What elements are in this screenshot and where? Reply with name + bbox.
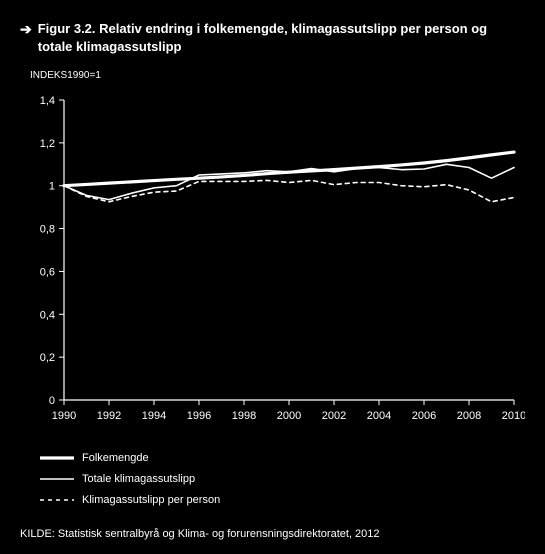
- legend-swatch-2: [40, 474, 74, 484]
- svg-text:0,8: 0,8: [40, 224, 55, 236]
- index-label: INDEKS1990=1: [30, 70, 101, 81]
- figure-container: { "title_prefix": "Figur 3.2.", "title_r…: [0, 0, 545, 554]
- legend-item-totale: Totale klimagassutslipp: [40, 469, 220, 490]
- svg-text:1,4: 1,4: [40, 95, 55, 107]
- svg-text:1990: 1990: [52, 410, 76, 422]
- svg-text:1998: 1998: [232, 410, 256, 422]
- svg-text:2002: 2002: [322, 410, 346, 422]
- svg-text:1992: 1992: [97, 410, 121, 422]
- legend-label-2: Totale klimagassutslipp: [82, 469, 195, 490]
- legend-item-perperson: Klimagassutslipp per person: [40, 490, 220, 511]
- arrow-icon: ➔: [20, 20, 32, 38]
- legend-swatch-3: [40, 495, 74, 505]
- source-line: KILDE: Statistisk sentralbyrå og Klima- …: [20, 528, 380, 540]
- svg-text:2004: 2004: [367, 410, 391, 422]
- figure-title-text: Relativ endring i folkemengde, klimagass…: [38, 21, 487, 54]
- svg-text:0: 0: [49, 395, 55, 407]
- legend-label-1: Folkemengde: [82, 448, 149, 469]
- line-chart: 0 0,2 0,4 0,6 0,8 1 1,2 1,4 1990 1992 1994 1996 1998…: [20, 90, 525, 430]
- legend-swatch-1: [40, 453, 74, 463]
- legend: Folkemengde Totale klimagassutslipp Klim…: [40, 448, 220, 511]
- chart-area: 0 0,2 0,4 0,6 0,8 1 1,2 1,4 1990 1992 1994 1996 1998…: [20, 90, 525, 430]
- svg-text:2006: 2006: [412, 410, 436, 422]
- svg-text:0,2: 0,2: [40, 352, 55, 364]
- svg-text:2000: 2000: [277, 410, 301, 422]
- svg-text:0,4: 0,4: [40, 309, 55, 321]
- svg-text:1996: 1996: [187, 410, 211, 422]
- svg-text:1994: 1994: [142, 410, 166, 422]
- title-row: ➔ Figur 3.2. Relativ endring i folkemeng…: [20, 20, 525, 55]
- svg-text:1,2: 1,2: [40, 138, 55, 150]
- svg-text:2010: 2010: [502, 410, 525, 422]
- figure-title: Figur 3.2. Relativ endring i folkemengde…: [38, 20, 525, 55]
- figure-number: Figur 3.2.: [38, 21, 96, 36]
- svg-text:1: 1: [49, 181, 55, 193]
- svg-text:2008: 2008: [457, 410, 481, 422]
- legend-item-folkemengde: Folkemengde: [40, 448, 220, 469]
- legend-label-3: Klimagassutslipp per person: [82, 490, 220, 511]
- svg-text:0,6: 0,6: [40, 266, 55, 278]
